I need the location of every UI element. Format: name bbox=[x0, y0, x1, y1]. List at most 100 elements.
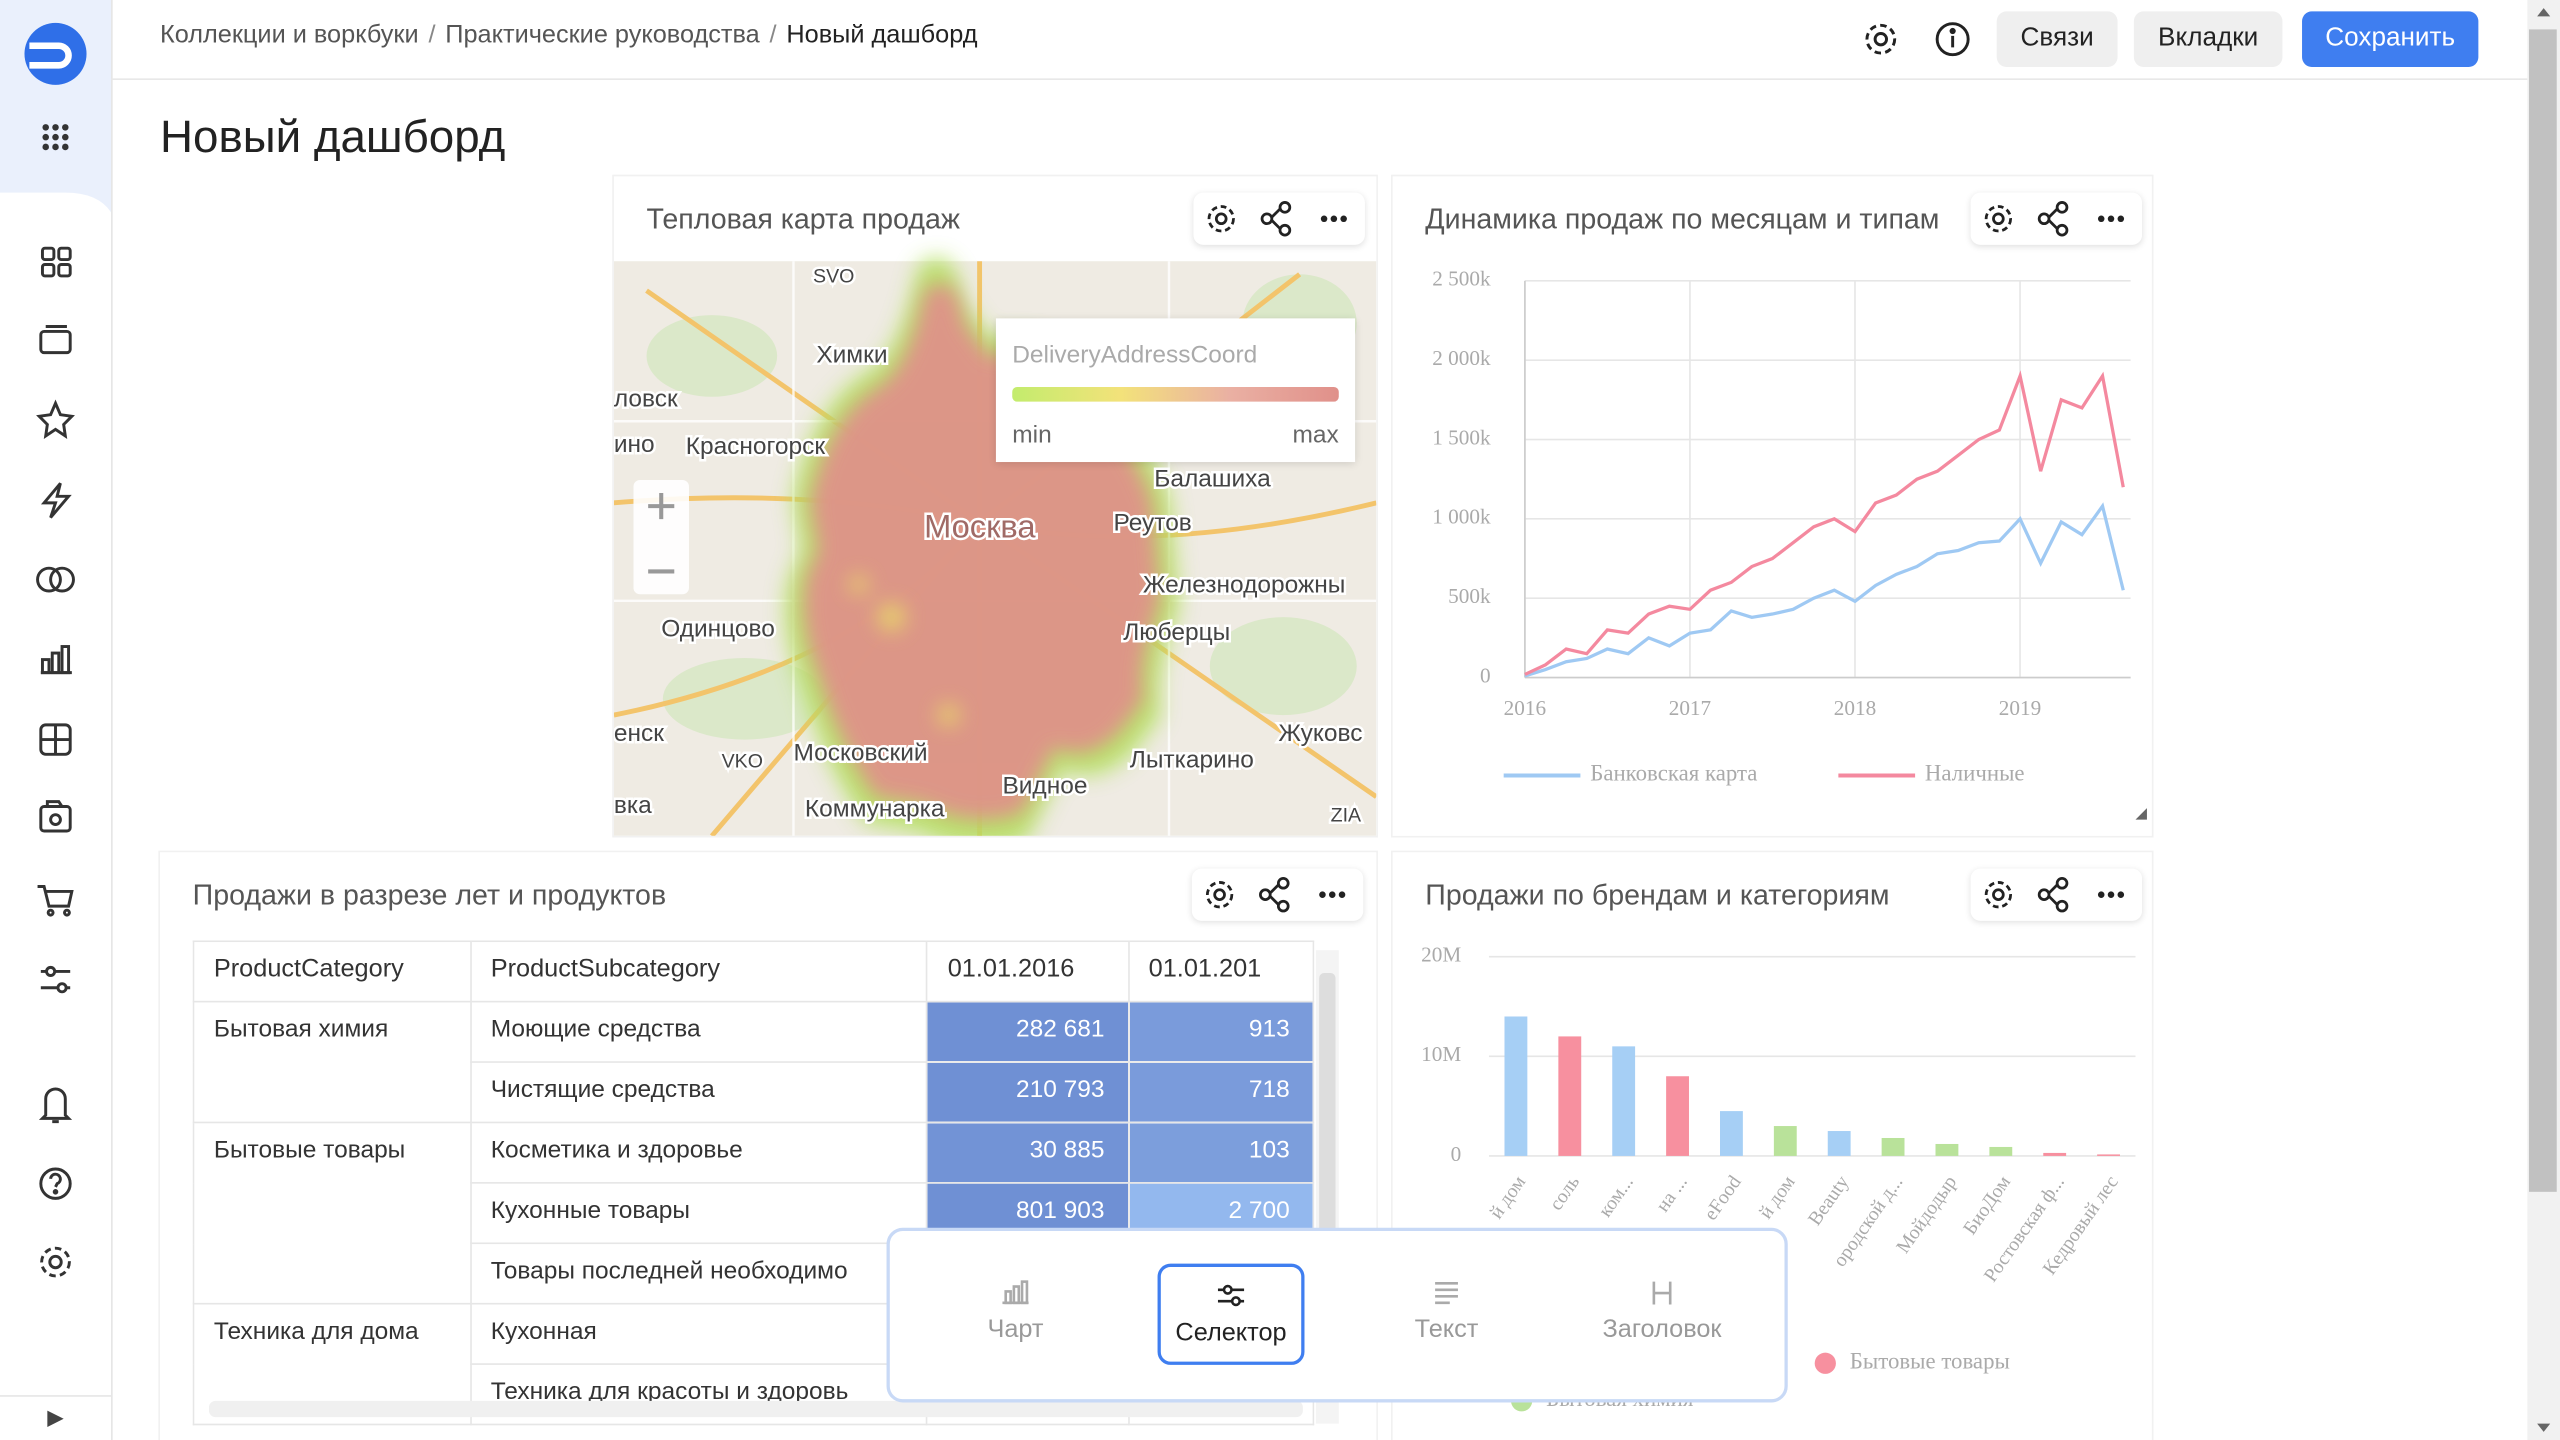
tabs-button[interactable]: Вкладки bbox=[2133, 11, 2283, 67]
save-button[interactable]: Сохранить bbox=[2302, 11, 2479, 67]
page-scrollbar[interactable] bbox=[2527, 0, 2560, 1440]
nav-dashboards[interactable] bbox=[40, 246, 72, 278]
control-icons bbox=[1207, 201, 1347, 237]
nav-connections[interactable] bbox=[36, 566, 75, 593]
x-tick-label: eFood bbox=[1700, 1172, 1745, 1224]
menu-label: Чарт bbox=[987, 1315, 1044, 1344]
share-icon[interactable] bbox=[1259, 876, 1290, 913]
bar bbox=[1989, 1146, 2013, 1156]
place-label: Красногорск bbox=[686, 433, 826, 460]
legend-label: Бытовые товары bbox=[1850, 1349, 2010, 1374]
settings-icon[interactable] bbox=[1207, 205, 1235, 233]
nav-workbooks[interactable] bbox=[39, 800, 72, 833]
breadcrumb[interactable]: Практические руководства bbox=[445, 21, 760, 49]
bar bbox=[1827, 1131, 1851, 1156]
widget-controls bbox=[1970, 192, 2143, 245]
info-button[interactable] bbox=[1933, 20, 1972, 59]
menu-item[interactable]: Заголовок bbox=[1589, 1264, 1736, 1365]
breadcrumb-current: Новый дашборд bbox=[786, 21, 978, 49]
subcategory-cell: Чистящие средства bbox=[469, 1061, 929, 1124]
links-button[interactable]: Связи bbox=[1996, 11, 2118, 67]
nav-settings-sliders[interactable] bbox=[40, 965, 71, 994]
y-tick-label: 1 500k bbox=[1432, 425, 1491, 449]
nav-charts[interactable] bbox=[40, 645, 72, 675]
share-icon[interactable] bbox=[2037, 876, 2069, 913]
sidebar-icons bbox=[0, 0, 112, 1427]
category-cell: Бытовые товары bbox=[192, 1121, 472, 1305]
settings-button[interactable] bbox=[1861, 20, 1900, 59]
nav-notifications[interactable] bbox=[38, 1087, 73, 1124]
header-row: ProductCategory ProductSubcategory 01.01.2… bbox=[192, 940, 1315, 1003]
menu-item[interactable]: Текст bbox=[1373, 1264, 1520, 1365]
column-header[interactable]: ProductCategory bbox=[192, 940, 472, 1003]
line-widget: 0 500k 1 000k 1 500k 2 000k 2 500k 2016 2017 201… bbox=[1392, 176, 2152, 836]
place-label: Балашиха bbox=[1154, 465, 1271, 492]
y-tick-label: 0 bbox=[1480, 663, 1491, 687]
more-icon[interactable] bbox=[2097, 215, 2125, 223]
share-icon[interactable] bbox=[2037, 201, 2069, 237]
menu-label: Заголовок bbox=[1602, 1315, 1722, 1344]
breadcrumb[interactable]: Коллекции и воркбуки bbox=[160, 21, 419, 49]
column-header[interactable]: ProductSubcategory bbox=[469, 940, 929, 1003]
nav-recent[interactable] bbox=[40, 482, 72, 519]
nav-help[interactable] bbox=[39, 1167, 72, 1200]
nav-collections[interactable] bbox=[39, 325, 72, 355]
column-header[interactable]: 01.01.201 bbox=[1127, 940, 1315, 1003]
series-line bbox=[1524, 502, 2125, 678]
share-icon[interactable] bbox=[1260, 201, 1292, 237]
breadcrumbs: Коллекции и воркбуки / Практические руково… bbox=[160, 21, 978, 49]
place-label: вка bbox=[614, 792, 652, 819]
x-tick-label: 2017 bbox=[1669, 696, 1711, 720]
legend-gradient bbox=[1012, 386, 1339, 402]
place-label: ловск bbox=[614, 385, 678, 412]
settings-icon[interactable] bbox=[1205, 881, 1234, 909]
menu-icon bbox=[1002, 1280, 1029, 1305]
column-header[interactable]: 01.01.2016 bbox=[926, 940, 1130, 1003]
expand-sidebar[interactable] bbox=[47, 1410, 64, 1427]
bar bbox=[2097, 1154, 2120, 1156]
more-icon[interactable] bbox=[1320, 215, 1347, 223]
subcategory-cell: Косметика и здоровье bbox=[469, 1121, 929, 1184]
table-hscrollbar[interactable] bbox=[208, 1400, 1303, 1418]
line-chart: 0 500k 1 000k 1 500k 2 000k 2 500k 2016 2017 201… bbox=[1432, 267, 2147, 820]
widget-title: Продажи по брендам и категориям bbox=[1425, 878, 1890, 912]
nav-datasets[interactable] bbox=[39, 723, 72, 756]
value-cell: 718 bbox=[1127, 1061, 1315, 1124]
bar bbox=[1881, 1137, 1905, 1156]
nav-favorites[interactable] bbox=[36, 399, 75, 439]
x-tick-label: 2019 bbox=[1999, 696, 2041, 720]
place-label: Химки bbox=[816, 341, 887, 368]
settings-icon[interactable] bbox=[1984, 881, 2012, 909]
heatmap: SVO Химки ловск ино Красногорск Москва Реутов Б… bbox=[613, 257, 1377, 836]
apps-icon[interactable] bbox=[42, 124, 69, 151]
y-tick-label: 1 000k bbox=[1432, 505, 1491, 529]
x-tick-label: 2016 bbox=[1504, 696, 1546, 720]
logo[interactable] bbox=[24, 22, 87, 85]
widget-controls bbox=[1191, 868, 1364, 921]
x-tick-label: соль bbox=[1546, 1172, 1584, 1214]
menu-item[interactable]: Селектор bbox=[1157, 1263, 1305, 1365]
category-cell: Бытовая химия bbox=[192, 1000, 472, 1124]
place-label: Видное bbox=[1002, 772, 1087, 799]
more-icon[interactable] bbox=[2097, 891, 2125, 898]
x-tick-label: Beauty bbox=[1804, 1172, 1853, 1230]
dashboard-title: Новый дашборд bbox=[160, 111, 506, 162]
settings-icon[interactable] bbox=[1984, 205, 2012, 233]
more-icon[interactable] bbox=[1319, 891, 1346, 898]
nav-settings[interactable] bbox=[40, 1246, 71, 1278]
y-tick-label: 2 500k bbox=[1432, 267, 1491, 291]
sidebar bbox=[0, 0, 113, 1440]
nav-market[interactable] bbox=[37, 885, 74, 917]
bar bbox=[1719, 1111, 1743, 1156]
widget-controls bbox=[1970, 868, 2143, 921]
add-widget-menu: Чарт Селектор Текст Заголовок bbox=[886, 1227, 1788, 1403]
value-cell: 103 bbox=[1127, 1121, 1315, 1184]
widget-title: Продажи в разрезе лет и продуктов bbox=[192, 878, 667, 912]
menu-label: Текст bbox=[1414, 1315, 1479, 1344]
y-tick-label: 2 000k bbox=[1432, 346, 1491, 370]
menu-label: Селектор bbox=[1175, 1319, 1287, 1347]
menu-item[interactable]: Чарт bbox=[942, 1264, 1089, 1365]
zoom-controls[interactable] bbox=[633, 479, 689, 595]
series-line bbox=[1524, 370, 2125, 676]
